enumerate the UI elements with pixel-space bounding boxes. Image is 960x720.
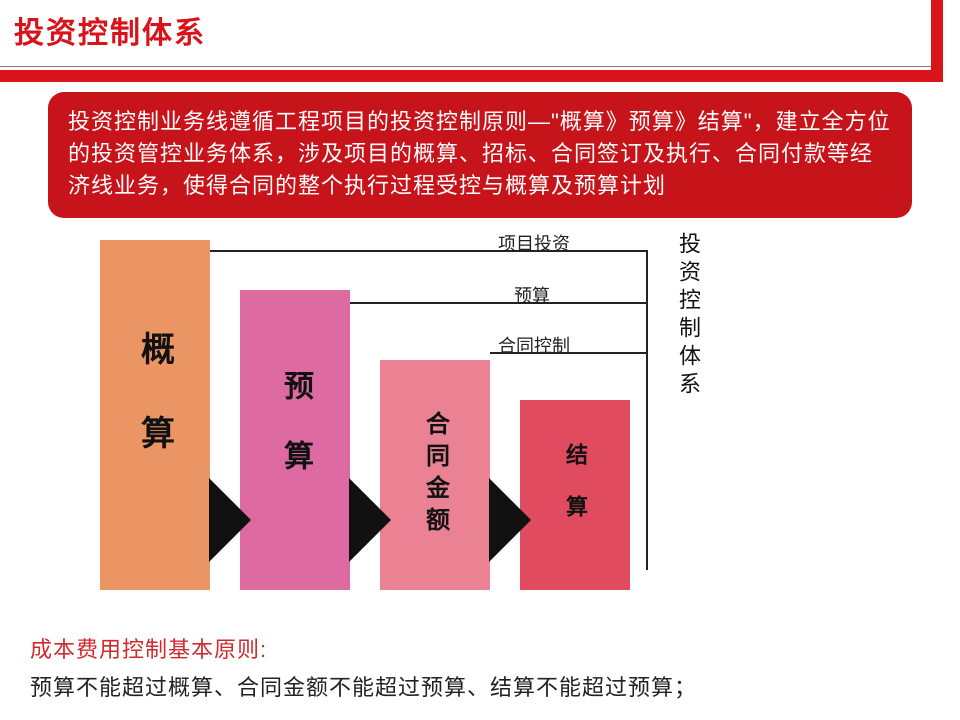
bar-label: 结算 <box>559 443 591 547</box>
bar-label: 合同金额 <box>418 411 453 539</box>
chart-side-label: 投资控制体系 <box>672 232 704 400</box>
bar-4: 结算 <box>520 400 630 590</box>
investment-step-chart: 概算预算合同金额结算 项目投资预算合同控制 投资控制体系 <box>100 220 860 590</box>
description-box: 投资控制业务线遵循工程项目的投资控制原则—"概算》预算》结算"，建立全方位的投资… <box>48 92 912 218</box>
step-line-4 <box>646 250 648 570</box>
step-label-1: 项目投资 <box>498 230 570 256</box>
footer-principle-body: 预算不能超过概算、合同金额不能超过预算、结算不能超过预算； <box>30 670 697 702</box>
bar-2: 预算 <box>240 290 350 590</box>
arrow-1 <box>209 478 251 562</box>
deco-red-horizontal <box>0 70 943 82</box>
bar-3: 合同金额 <box>380 360 490 590</box>
bar-label: 预算 <box>273 370 317 510</box>
step-line-1 <box>210 250 646 252</box>
step-label-2: 预算 <box>514 282 550 308</box>
step-line-2 <box>350 302 646 304</box>
step-label-3: 合同控制 <box>498 332 570 358</box>
page-title: 投资控制体系 <box>14 8 206 52</box>
bar-1: 概算 <box>100 240 210 590</box>
arrow-3 <box>489 478 531 562</box>
footer-principle-title: 成本费用控制基本原则: <box>30 632 267 664</box>
deco-thin-line <box>0 66 931 67</box>
bar-label: 概算 <box>131 331 180 499</box>
arrow-2 <box>349 478 391 562</box>
